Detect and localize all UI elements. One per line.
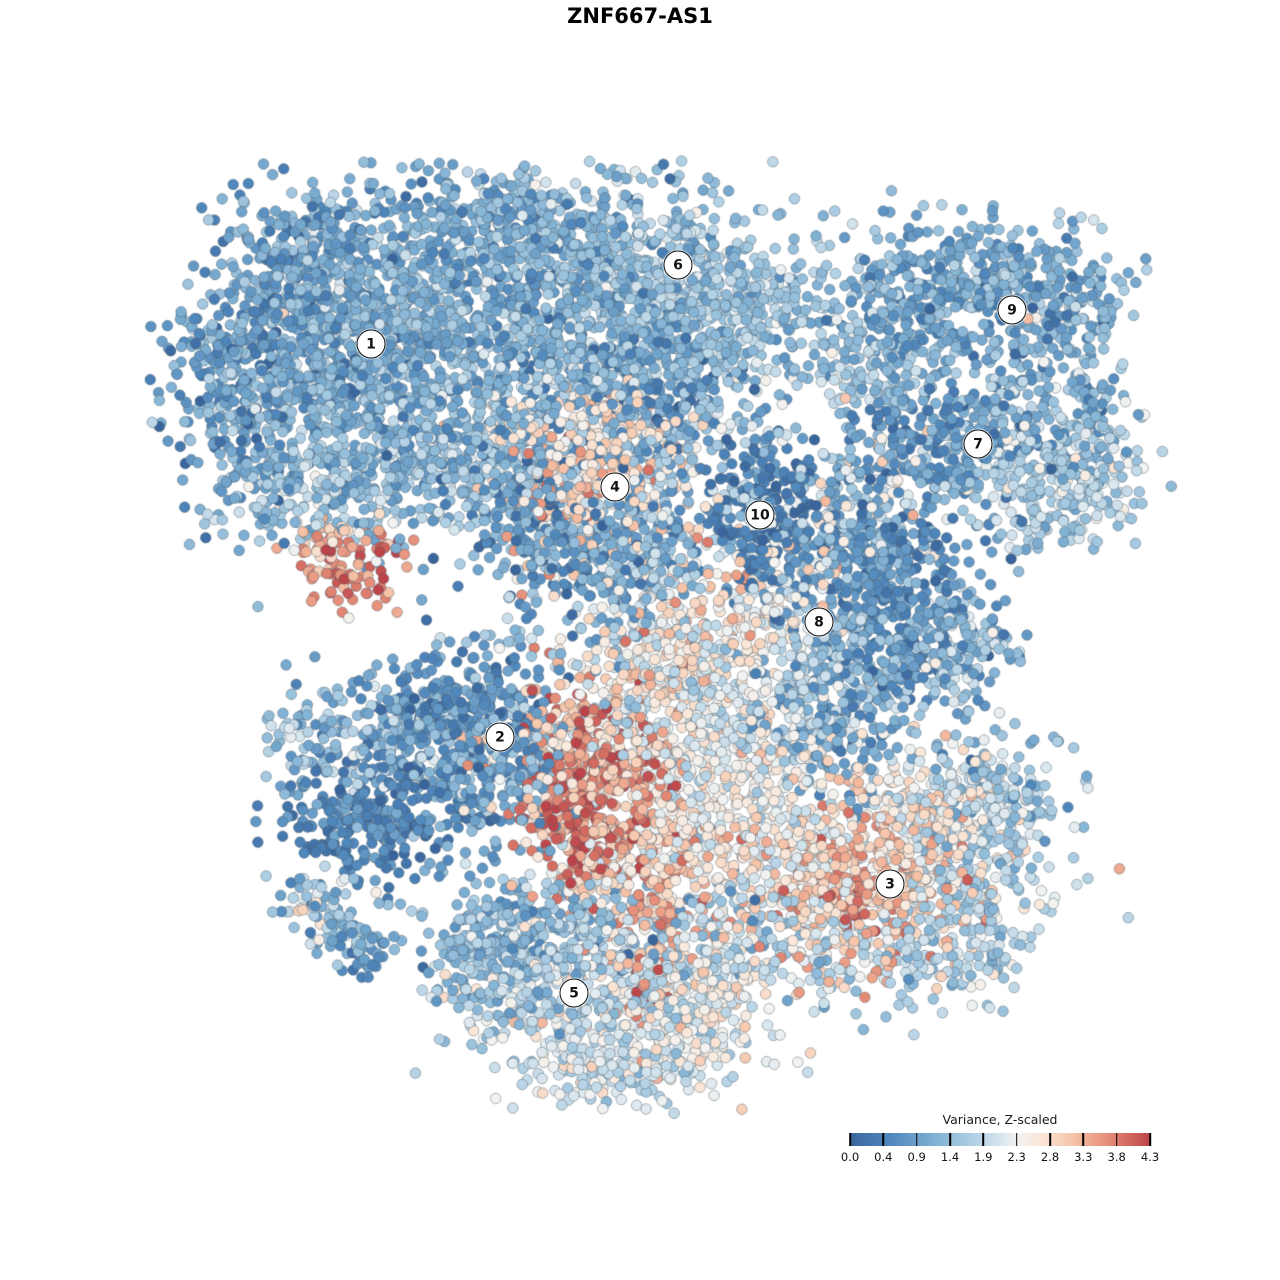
cluster-label-2: 2 [485, 722, 515, 752]
cluster-label-8: 8 [804, 607, 834, 637]
cluster-label-5: 5 [559, 978, 589, 1008]
cluster-label-3: 3 [875, 869, 905, 899]
colorbar-legend: Variance, Z-scaled 0.0 0.4 0.9 1.4 1.9 2.3 2.8… [841, 1112, 1159, 1166]
cluster-label-7: 7 [963, 429, 993, 459]
colorbar-tick [1115, 1133, 1118, 1146]
colorbar-tick [949, 1133, 951, 1146]
legend-tick-label: 1.9 [974, 1150, 993, 1164]
legend-tick-label: 1.4 [940, 1150, 960, 1164]
colorbar-tick [915, 1133, 918, 1146]
cluster-label-9: 9 [997, 295, 1027, 325]
legend-tick-label: 0.4 [874, 1150, 893, 1164]
colorbar-tick [1149, 1133, 1151, 1146]
cluster-label-1: 1 [356, 329, 386, 359]
colorbar-tick [1049, 1133, 1051, 1146]
colorbar-tick-labels: 0.0 0.4 0.9 1.4 1.9 2.3 2.8 3.3 3.8 4.3 [841, 1150, 1159, 1166]
legend-tick-label: 3.3 [1074, 1150, 1093, 1164]
legend-tick-label: 0.9 [907, 1150, 926, 1164]
colorbar-tick [1015, 1133, 1018, 1146]
legend-tick-label: 4.3 [1140, 1150, 1160, 1164]
legend-title: Variance, Z-scaled [942, 1112, 1058, 1127]
legend-tick-label: 2.8 [1040, 1150, 1060, 1164]
legend-tick-label: 0.0 [840, 1150, 860, 1164]
colorbar [849, 1133, 1151, 1146]
cluster-label-4: 4 [600, 472, 630, 502]
cluster-label-10: 10 [745, 500, 775, 530]
colorbar-tick [982, 1133, 985, 1146]
legend-tick-label: 3.8 [1107, 1150, 1126, 1164]
colorbar-tick [849, 1133, 851, 1146]
legend-tick-label: 2.3 [1007, 1150, 1026, 1164]
colorbar-tick [882, 1133, 885, 1146]
cluster-label-6: 6 [663, 250, 693, 280]
colorbar-tick [1082, 1133, 1085, 1146]
